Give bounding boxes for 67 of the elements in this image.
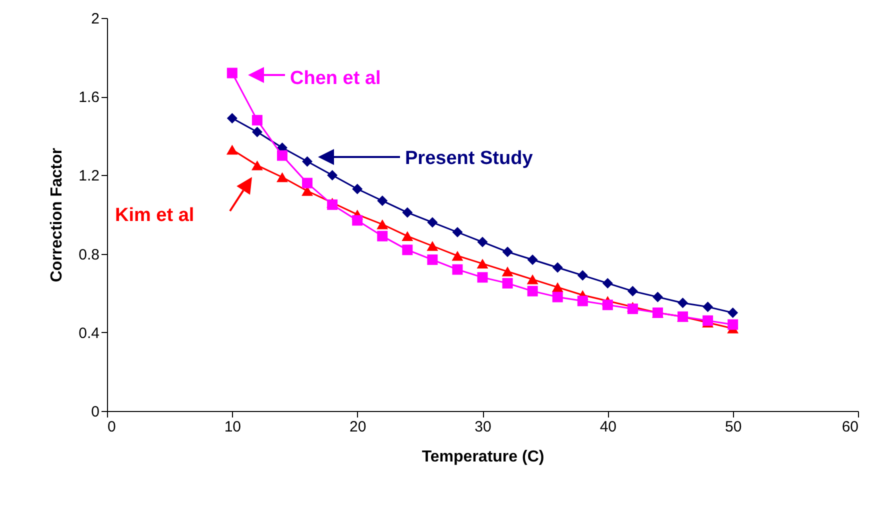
point <box>427 254 438 265</box>
legend-label: Present Study <box>405 148 534 169</box>
point <box>452 250 464 261</box>
point <box>577 270 588 281</box>
text: Kim et al <box>115 205 194 226</box>
y-tick-label: 0 <box>91 404 100 420</box>
point <box>377 196 388 206</box>
x-tick-label: 30 <box>474 418 492 436</box>
x-tick-label: 10 <box>224 418 242 436</box>
point <box>352 215 363 226</box>
y-tick-label: 2 <box>91 10 100 28</box>
point <box>276 150 288 161</box>
point <box>252 160 263 170</box>
x-tick-label: 40 <box>600 418 617 436</box>
point <box>502 246 513 258</box>
point <box>527 286 538 296</box>
point <box>728 319 738 330</box>
point <box>477 272 488 283</box>
point <box>502 266 514 276</box>
point <box>252 114 262 126</box>
point <box>427 217 438 228</box>
point <box>426 241 438 251</box>
point <box>327 170 338 180</box>
point <box>302 178 313 188</box>
y-tick-label: 1.2 <box>78 168 100 185</box>
point <box>526 274 538 284</box>
point <box>602 278 613 289</box>
x-tick-label: 50 <box>724 418 742 436</box>
x-axis-title: Temperature (C) <box>422 448 544 466</box>
point <box>502 278 513 289</box>
point <box>452 264 463 275</box>
point <box>552 282 564 292</box>
x-tick-label: 0 <box>108 418 116 436</box>
point <box>477 236 488 248</box>
x-tick-label: 20 <box>349 418 366 436</box>
point <box>377 230 388 242</box>
point <box>226 144 238 155</box>
point <box>527 254 538 265</box>
point <box>402 231 414 242</box>
point <box>302 156 313 167</box>
legend-label: Chen et al <box>290 68 381 89</box>
y-tick-label: 0.4 <box>78 324 100 342</box>
point <box>728 308 738 318</box>
point <box>627 304 638 314</box>
point <box>352 184 363 194</box>
point <box>226 112 238 124</box>
point <box>252 126 262 138</box>
point <box>702 315 714 326</box>
point <box>652 292 663 302</box>
point <box>476 258 488 269</box>
point <box>552 262 563 273</box>
point <box>678 298 688 308</box>
point <box>602 300 613 310</box>
point <box>402 244 413 256</box>
point <box>226 68 238 78</box>
point <box>276 172 288 182</box>
point <box>627 286 638 296</box>
point <box>402 207 413 218</box>
y-tick-label: 0.8 <box>78 246 100 264</box>
point <box>452 226 463 238</box>
point <box>702 302 714 312</box>
point <box>376 219 388 230</box>
point <box>552 292 563 302</box>
y-axis-title: Correction Factor <box>48 148 66 282</box>
point <box>577 296 588 306</box>
x-tick-label: 60 <box>842 418 858 436</box>
y-tick-label: 1.6 <box>78 89 100 106</box>
